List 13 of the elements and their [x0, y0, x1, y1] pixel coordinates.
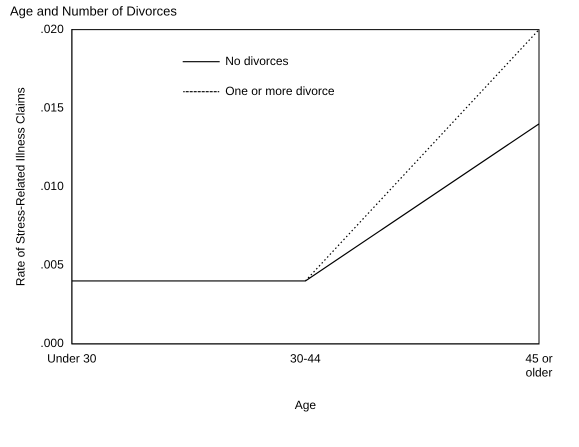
x-tick-label: 30-44	[290, 351, 322, 366]
y-axis-title: Rate of Stress-Related Illness Claims	[14, 87, 28, 286]
y-tick-label: .020	[40, 22, 64, 36]
legend-label: One or more divorce	[225, 84, 335, 98]
y-tick-label: .000	[40, 336, 64, 350]
x-tick-label: Under 30	[47, 351, 97, 366]
y-tick-label: .010	[40, 179, 64, 194]
x-axis-title: Age	[294, 398, 316, 412]
chart-title: Age and Number of Divorces	[10, 3, 178, 18]
y-tick-label: .015	[40, 100, 64, 114]
y-tick-label: .005	[40, 258, 64, 272]
legend-label: No divorces	[225, 54, 289, 68]
x-tick-label: 45 or older	[525, 351, 553, 380]
